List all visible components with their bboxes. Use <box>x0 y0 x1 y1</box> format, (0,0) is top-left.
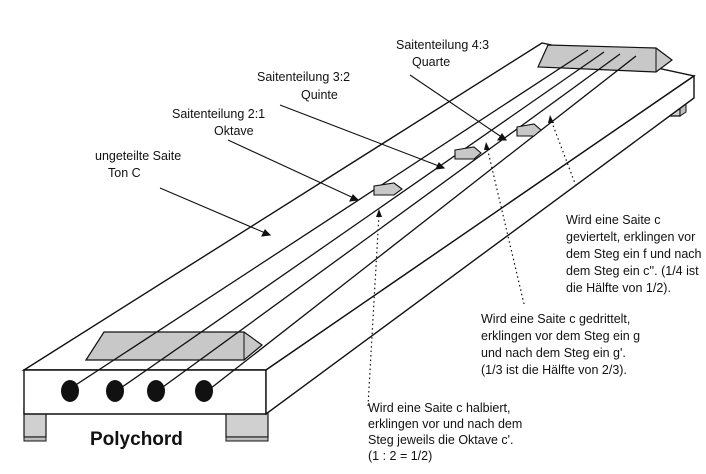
steg-2-1 <box>373 182 403 196</box>
note-thirds: Wird eine Saite c gedrittelt, erklingen … <box>481 312 640 377</box>
steg-4-3 <box>516 123 542 137</box>
string-2 <box>114 51 605 393</box>
label-ratio-4-3-line1: Saitenteilung 4:3 <box>396 38 489 52</box>
label-ratio-3-2-line1: Saitenteilung 3:2 <box>257 70 350 84</box>
leg-front-left <box>23 407 47 442</box>
dotted-pointer-heads <box>376 115 554 217</box>
bridge-bottom <box>84 331 263 361</box>
note-halved-line1: Wird eine Saite c halbiert, <box>368 401 510 415</box>
tuning-peg-icon <box>61 380 213 402</box>
steg-3-2 <box>454 146 482 160</box>
note-quarters: Wird eine Saite c geviertelt, erklingen … <box>566 213 702 295</box>
string-1 <box>67 49 589 391</box>
note-quarters-line4: dem Steg ein c''. (1/4 ist <box>566 264 699 278</box>
board-front <box>23 369 267 415</box>
note-quarters-line2: geviertelt, erklingen vor <box>566 230 695 244</box>
note-halved-line4: (1 : 2 = 1/2) <box>368 449 432 463</box>
note-thirds-line1: Wird eine Saite c gedrittelt, <box>481 312 630 326</box>
note-thirds-line2: erklingen vor dem Steg ein g <box>481 329 640 343</box>
note-halved-line3: Steg jeweils die Oktave c'. <box>368 433 514 447</box>
note-quarters-line1: Wird eine Saite c <box>566 213 660 227</box>
note-quarters-line5: die Hälfte von 1/2). <box>566 281 671 295</box>
note-thirds-line4: (1/3 ist die Hälfte von 2/3). <box>481 363 627 377</box>
strings <box>67 49 637 393</box>
label-unsplit-line1: ungeteilte Saite <box>95 149 181 163</box>
string-4 <box>205 55 637 393</box>
string-3 <box>155 53 621 393</box>
label-ratio-2-1-line1: Saitenteilung 2:1 <box>172 107 265 121</box>
note-halved-line2: erklingen vor und nach dem <box>368 417 522 431</box>
note-halved: Wird eine Saite c halbiert, erklingen vo… <box>368 401 522 463</box>
bridge-top <box>537 44 673 73</box>
note-thirds-line3: und nach dem Steg ein g'. <box>481 346 626 360</box>
diagram-title: Polychord <box>90 429 183 450</box>
board-side <box>265 74 695 416</box>
label-ratio-3-2-line2: Quinte <box>301 88 338 102</box>
label-unsplit-line2: Ton C <box>108 166 141 180</box>
label-ratio-4-3-line2: Quarte <box>412 55 450 69</box>
dotted-pointers <box>367 119 577 407</box>
note-quarters-line3: dem Steg ein f und nach <box>566 247 702 261</box>
leg-front-right <box>225 407 269 442</box>
leader-arrows <box>159 74 508 237</box>
polychord-board <box>21 42 696 416</box>
label-ratio-2-1-line2: Oktave <box>214 124 254 138</box>
